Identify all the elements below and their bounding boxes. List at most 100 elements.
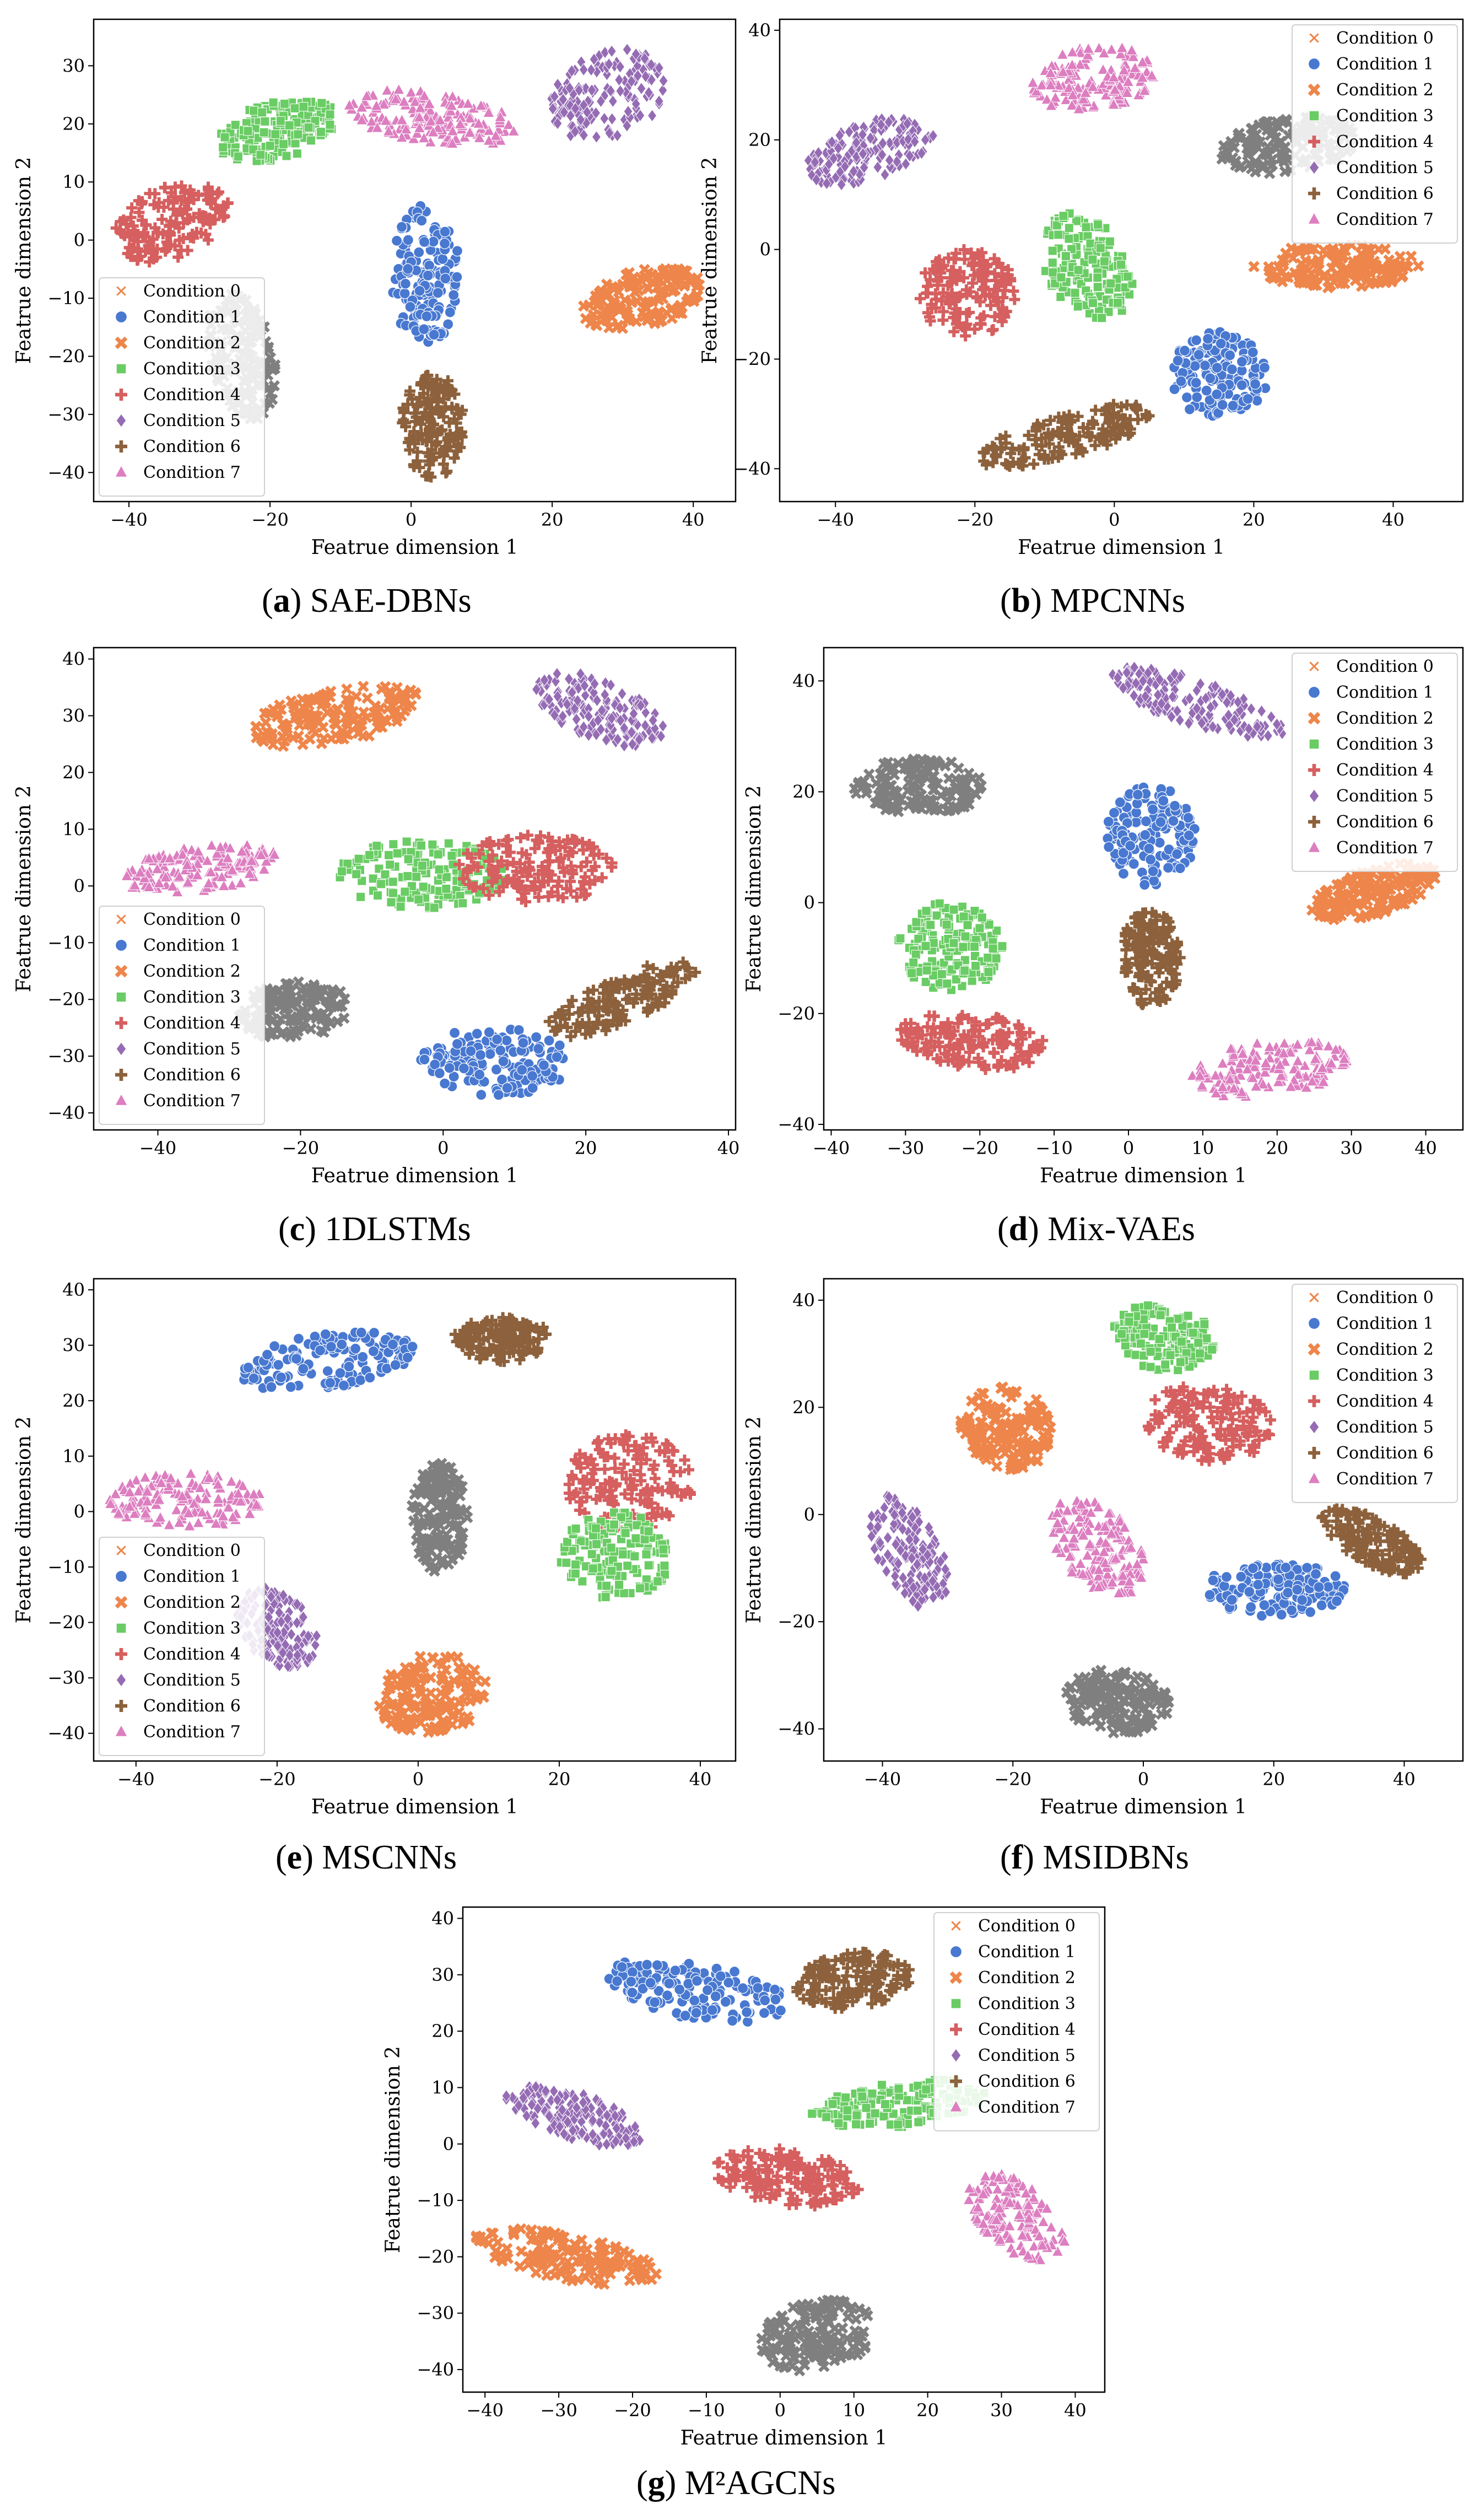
point-condition-1 [474,1069,485,1080]
point-condition-2 [1383,254,1395,266]
y-tick-label: −10 [47,288,85,309]
point-condition-5 [579,720,588,734]
point-condition-6 [1108,399,1120,410]
point-condition-4 [179,187,190,198]
point-condition-6 [576,1018,588,1029]
point-condition-6 [1146,976,1157,988]
point-condition-2 [341,683,353,695]
point-condition-4 [596,872,608,884]
point-condition-6 [436,424,448,436]
point-condition-4 [1013,1019,1024,1031]
point-condition-7 [1278,1037,1290,1048]
point-condition-5 [857,128,868,141]
point-condition-0 [1250,166,1261,178]
legend-label-7: Condition 7 [143,1091,241,1111]
point-condition-5 [1206,701,1216,714]
point-condition-3 [392,848,402,858]
point-condition-4 [961,308,973,319]
point-condition-6 [417,377,429,389]
point-condition-5 [562,697,572,711]
point-condition-3 [218,142,228,152]
point-condition-6 [980,459,992,471]
point-condition-4 [954,318,965,330]
point-condition-5 [631,47,641,61]
point-condition-0 [263,993,276,1005]
point-condition-3 [1072,216,1082,226]
point-condition-7 [236,845,248,857]
y-tick-label: −20 [777,1003,815,1024]
point-condition-0 [263,382,275,394]
point-condition-6 [588,984,599,996]
point-condition-4 [522,830,534,841]
point-condition-1 [1227,400,1239,412]
point-condition-7 [206,839,218,850]
y-tick-label: 0 [74,875,85,896]
point-condition-0 [274,1013,287,1025]
legend-label-4: Condition 4 [143,385,241,405]
point-condition-6 [1044,438,1055,450]
point-condition-0 [945,790,957,801]
y-tick-label: −40 [47,462,85,483]
point-condition-4 [147,233,159,245]
point-condition-7 [164,852,176,863]
point-condition-3 [935,898,944,908]
point-condition-6 [639,984,651,996]
point-condition-2 [383,693,395,704]
point-condition-4 [948,312,959,324]
point-condition-6 [563,1000,575,1012]
chart-c: −40 −20 0 20 40−40−30−20−10010203040Featrue … [13,647,739,1187]
point-condition-5 [606,679,616,692]
point-condition-6 [1166,967,1178,979]
x-axis-label: Featrue dimension 1 [311,1165,518,1187]
point-condition-7 [445,99,458,111]
point-condition-6 [1119,935,1131,947]
point-condition-7 [1217,1057,1229,1069]
point-condition-2 [1357,262,1369,274]
legend-label-2: Condition 2 [143,333,241,353]
point-condition-6 [422,470,434,482]
point-condition-3 [975,923,985,933]
point-condition-4 [976,265,987,277]
point-condition-4 [520,884,531,896]
point-condition-7 [418,132,430,143]
point-condition-7 [371,121,383,133]
point-condition-7 [1257,1078,1270,1089]
point-condition-1 [495,1044,506,1056]
point-condition-7 [1234,1057,1247,1068]
point-condition-7 [143,852,155,864]
point-condition-4 [133,195,144,207]
point-condition-4 [908,1040,920,1051]
point-condition-1 [439,1078,451,1089]
points-c [121,667,701,1101]
point-condition-3 [970,942,980,952]
point-condition-6 [1163,916,1175,928]
point-condition-5 [559,105,569,119]
point-condition-5 [597,704,607,717]
point-condition-2 [329,708,341,720]
point-condition-2 [1263,265,1275,277]
point-condition-6 [1090,405,1101,416]
point-condition-1 [1140,815,1152,827]
point-condition-5 [548,102,558,116]
point-condition-4 [170,217,182,229]
point-condition-5 [608,94,618,108]
point-condition-5 [567,686,577,699]
x-axis-label: Featrue dimension 1 [311,536,518,559]
point-condition-3 [268,98,278,107]
point-condition-6 [566,995,578,1006]
point-condition-2 [358,707,370,718]
point-condition-7 [1228,1082,1240,1094]
point-condition-5 [1141,690,1150,703]
legend-marker-7 [115,1093,128,1106]
point-condition-6 [1120,967,1131,978]
legend-marker-4 [115,389,127,401]
point-condition-5 [910,135,920,148]
legend-marker-0 [116,286,126,296]
point-condition-0 [885,780,898,791]
point-condition-1 [1258,362,1271,374]
point-condition-6 [642,976,654,988]
point-condition-6 [415,418,426,430]
point-condition-0 [849,783,861,794]
point-condition-6 [1043,454,1054,465]
point-condition-1 [437,253,449,265]
